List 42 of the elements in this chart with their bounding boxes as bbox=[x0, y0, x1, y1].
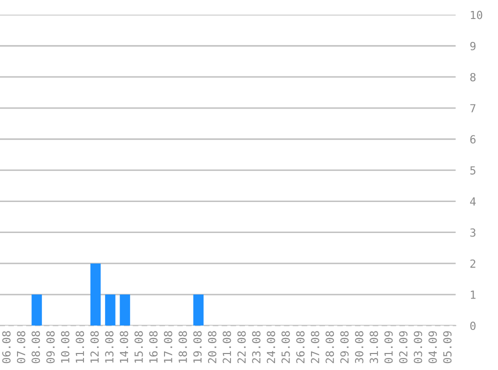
x-tick-label: 02.09 bbox=[399, 331, 408, 364]
y-tick-label: 4 bbox=[470, 197, 476, 206]
x-tick-label: 10.08 bbox=[60, 331, 70, 363]
x-tick-label: 24.08 bbox=[266, 331, 276, 364]
x-tick-label: 17.08 bbox=[164, 331, 172, 363]
x-tick-label: 08.08 bbox=[32, 331, 40, 364]
x-tick-label: 25.08 bbox=[281, 331, 290, 364]
x-tick-label: 27.08 bbox=[310, 331, 320, 364]
y-tick-label: 9 bbox=[470, 42, 476, 50]
x-tick-label: 31.08 bbox=[370, 331, 378, 364]
x-tick-label: 07.08 bbox=[16, 331, 26, 364]
x-tick-label: 01.09 bbox=[384, 331, 393, 364]
x-tick-label: 09.08 bbox=[46, 331, 55, 364]
x-tick-label: 16.08 bbox=[149, 331, 158, 363]
x-tick-label: 21.08 bbox=[222, 331, 232, 364]
x-tick-label: 03.09 bbox=[414, 331, 422, 364]
y-tick-label: 2 bbox=[470, 259, 476, 268]
x-tick-label: 05.09 bbox=[443, 331, 452, 364]
x-tick-label: 28.08 bbox=[326, 331, 334, 364]
x-tick-label: 04.09 bbox=[428, 331, 437, 364]
x-tick-label: 19.08 bbox=[193, 331, 202, 363]
y-tick-label: 6 bbox=[470, 135, 476, 144]
y-tick-label: 7 bbox=[470, 104, 476, 112]
y-tick-label: 3 bbox=[470, 228, 476, 237]
x-tick-label: 23.08 bbox=[252, 331, 260, 364]
x-tick-label: 06.08 bbox=[2, 331, 11, 364]
x-tick-label: 11.08 bbox=[76, 331, 84, 363]
y-tick-label: 1 bbox=[470, 290, 476, 299]
x-tick-label: 30.08 bbox=[354, 331, 364, 364]
y-tick-label: 5 bbox=[470, 166, 476, 175]
x-tick-label: 20.08 bbox=[208, 331, 216, 364]
y-tick-label: 10 bbox=[470, 10, 482, 20]
x-tick-label: 18.08 bbox=[178, 331, 187, 363]
x-tick-label: 22.08 bbox=[237, 331, 246, 364]
x-tick-label: 26.08 bbox=[296, 331, 305, 364]
x-tick-label: 12.08 bbox=[90, 331, 99, 363]
x-tick-label: 13.08 bbox=[105, 331, 114, 363]
x-tick-label: 14.08 bbox=[120, 331, 128, 363]
x-tick-label: 15.08 bbox=[134, 331, 143, 363]
y-tick-label: 0 bbox=[470, 322, 476, 330]
y-tick-label: 8 bbox=[470, 72, 476, 82]
x-tick-label: 29.08 bbox=[340, 331, 349, 364]
